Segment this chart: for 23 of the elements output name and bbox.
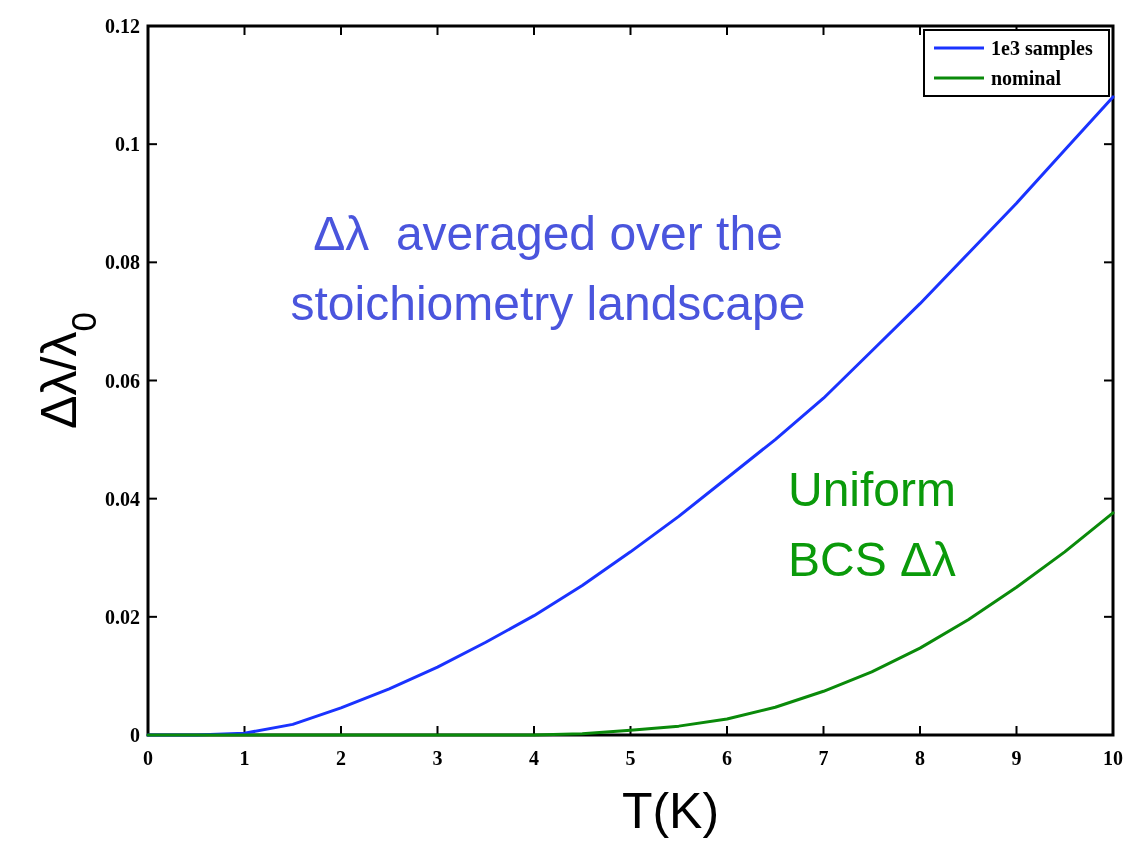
y-tick-label: 0 [130,724,140,746]
y-tick-label: 0.1 [115,133,140,156]
x-axis-title: T(K) [621,783,720,839]
annotation: Uniform BCS Δλ [788,463,957,586]
x-tick-label: 2 [336,747,346,769]
x-tick-label: 4 [529,747,539,769]
y-tick-label: 0.12 [105,15,140,37]
x-tick-label: 9 [1011,747,1022,769]
y-tick-label: 0.04 [105,487,140,510]
x-tick-label: 8 [915,747,925,769]
x-tick-label: 10 [1103,747,1123,769]
x-tick-label: 6 [722,747,732,769]
y-tick-label: 0.08 [105,251,140,274]
y-tick-label: 0.02 [105,605,140,628]
y-tick-label: 0.06 [105,369,140,392]
x-tick-label: 7 [818,747,829,769]
x-tick-label: 5 [625,747,636,769]
legend-label: 1e3 samples [991,37,1093,60]
annotation: Δλ averaged over the stoichiometry landscape [290,207,806,330]
x-tick-label: 1 [239,747,250,769]
x-tick-label: 3 [432,747,443,769]
line-series [146,511,1115,737]
legend-label: nominal [991,67,1062,89]
